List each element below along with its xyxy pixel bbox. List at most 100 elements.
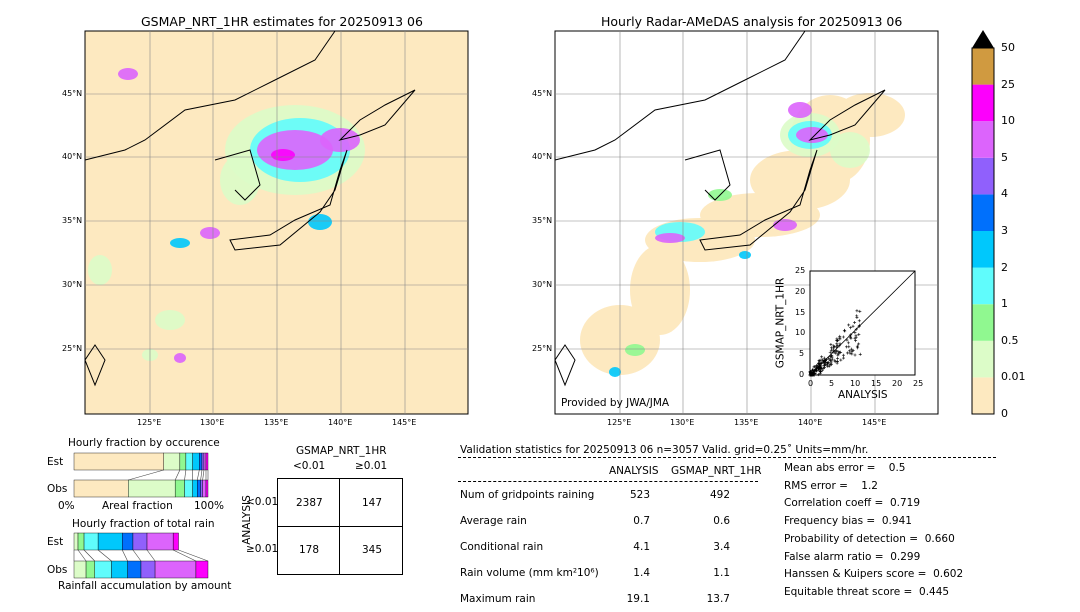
score-line: Correlation coeff = 0.719 [784,497,920,510]
colorbar-label: 0.5 [1001,333,1019,347]
scatter-point [858,352,862,356]
lat-tick: 25°N [62,344,83,353]
mainland-coastline [554,30,806,161]
occ-xlabel: Areal fraction [102,500,173,512]
scatter-point [821,359,825,363]
colorbar-bin [972,84,994,122]
lon-tick: 135°E [264,418,289,427]
scatter-point [822,361,826,365]
rain-obs-segment [73,560,87,579]
scatter-point [836,353,840,357]
scatter-x-tick: 10 [850,379,861,388]
scatter-point [818,370,822,374]
scatter-point [815,364,819,368]
colorbar-bin [972,48,994,85]
scatter-point [823,366,827,370]
scatter-ylabel: GSMAP_NRT_1HR [774,277,787,369]
scatter-point [841,356,845,360]
rain-obs-segment [154,560,197,579]
colorbar-label: 2 [1001,260,1008,274]
occ-obs-segment [197,479,201,498]
scatter-point [857,319,861,323]
colorbar-bin [972,267,994,305]
scatter-y-tick: 15 [795,307,806,317]
colorbar-extend-triangle [972,30,994,48]
scatter-point [808,373,812,377]
radar-coverage [835,93,905,137]
rain-est-segment [73,532,79,551]
occ-est-segment [199,452,203,471]
scatter-point [835,337,839,341]
scatter-point [853,353,857,357]
scatter-point [829,363,833,367]
fraction-link [97,549,112,562]
scatter-point [853,321,857,325]
scatter-point [846,341,850,345]
korea-coastline [214,149,261,201]
occ-obs-segment [174,479,185,498]
scatter-point [839,358,843,362]
colorbar-bin [972,194,994,231]
rain-est-segment [146,532,174,551]
rain-area [655,233,685,243]
radar-coverage [630,245,690,335]
stat-gsmap: 1.1 [713,567,730,579]
stat-label: Num of gridpoints raining [460,489,595,501]
score-line: Equitable threat score = 0.445 [784,585,950,598]
lat-tick: 30°N [532,280,553,289]
rain-obs-segment [195,560,209,579]
cell-miss: 178 [299,544,320,556]
contingency-table: 2387 147 178 345 [277,478,403,575]
scatter-y-tick: 5 [799,349,805,359]
mainland-coastline [84,30,336,161]
occ-x1: 100% [194,500,225,512]
colorbar-bin [972,231,994,268]
scatter-point [857,342,861,346]
rain-area [170,238,190,248]
scatter-point [850,352,854,356]
scatter-point [829,342,833,346]
scatter-point [811,370,815,374]
colorbar-bin [972,340,994,378]
scatter-point [834,348,838,352]
scatter-diagonal [809,270,916,376]
scatter-point [848,334,852,338]
occurrence-title: Hourly fraction by occurence [68,437,220,449]
rain-area [830,132,870,168]
contingency-title: GSMAP_NRT_1HR [296,445,387,457]
stat-analysis: 523 [629,489,650,501]
lat-tick: 45°N [62,89,83,98]
scatter-y-tick: 20 [795,286,806,296]
scatter-point [849,326,853,330]
scatter-point [856,346,860,350]
scatter-point [851,348,855,352]
scatter-point [820,368,824,372]
cell-hit: 345 [362,544,383,556]
rain-title: Hourly fraction of total rain [72,518,215,530]
scatter-point [810,373,814,377]
scatter-point [843,329,847,333]
rain-est-segment [97,532,123,551]
scatter-point [836,356,840,360]
occ-est-segment [73,452,164,471]
colorbar-label: 3 [1001,224,1008,237]
stats-header: Validation statistics for 20250913 06 n=… [460,444,869,456]
fraction-link [200,469,203,481]
scatter-point [845,338,849,342]
stats-divider [458,457,996,458]
lat-tick: 35°N [532,216,553,225]
occ-obs-segment [128,479,176,498]
scatter-point [838,337,842,341]
lon-tick: 145°E [862,418,887,427]
scatter-point [822,356,826,360]
scatter-point [830,355,834,359]
occ-est-segment [205,452,209,471]
fraction-link [174,469,181,481]
scatter-point [818,359,822,363]
scatter-point [847,323,851,327]
fraction-link [77,549,87,562]
cell-false-alarm: 147 [362,497,383,509]
scatter-point [842,335,846,339]
scatter-point [848,351,852,355]
contingency-row2: ≥0.01 [246,543,279,555]
